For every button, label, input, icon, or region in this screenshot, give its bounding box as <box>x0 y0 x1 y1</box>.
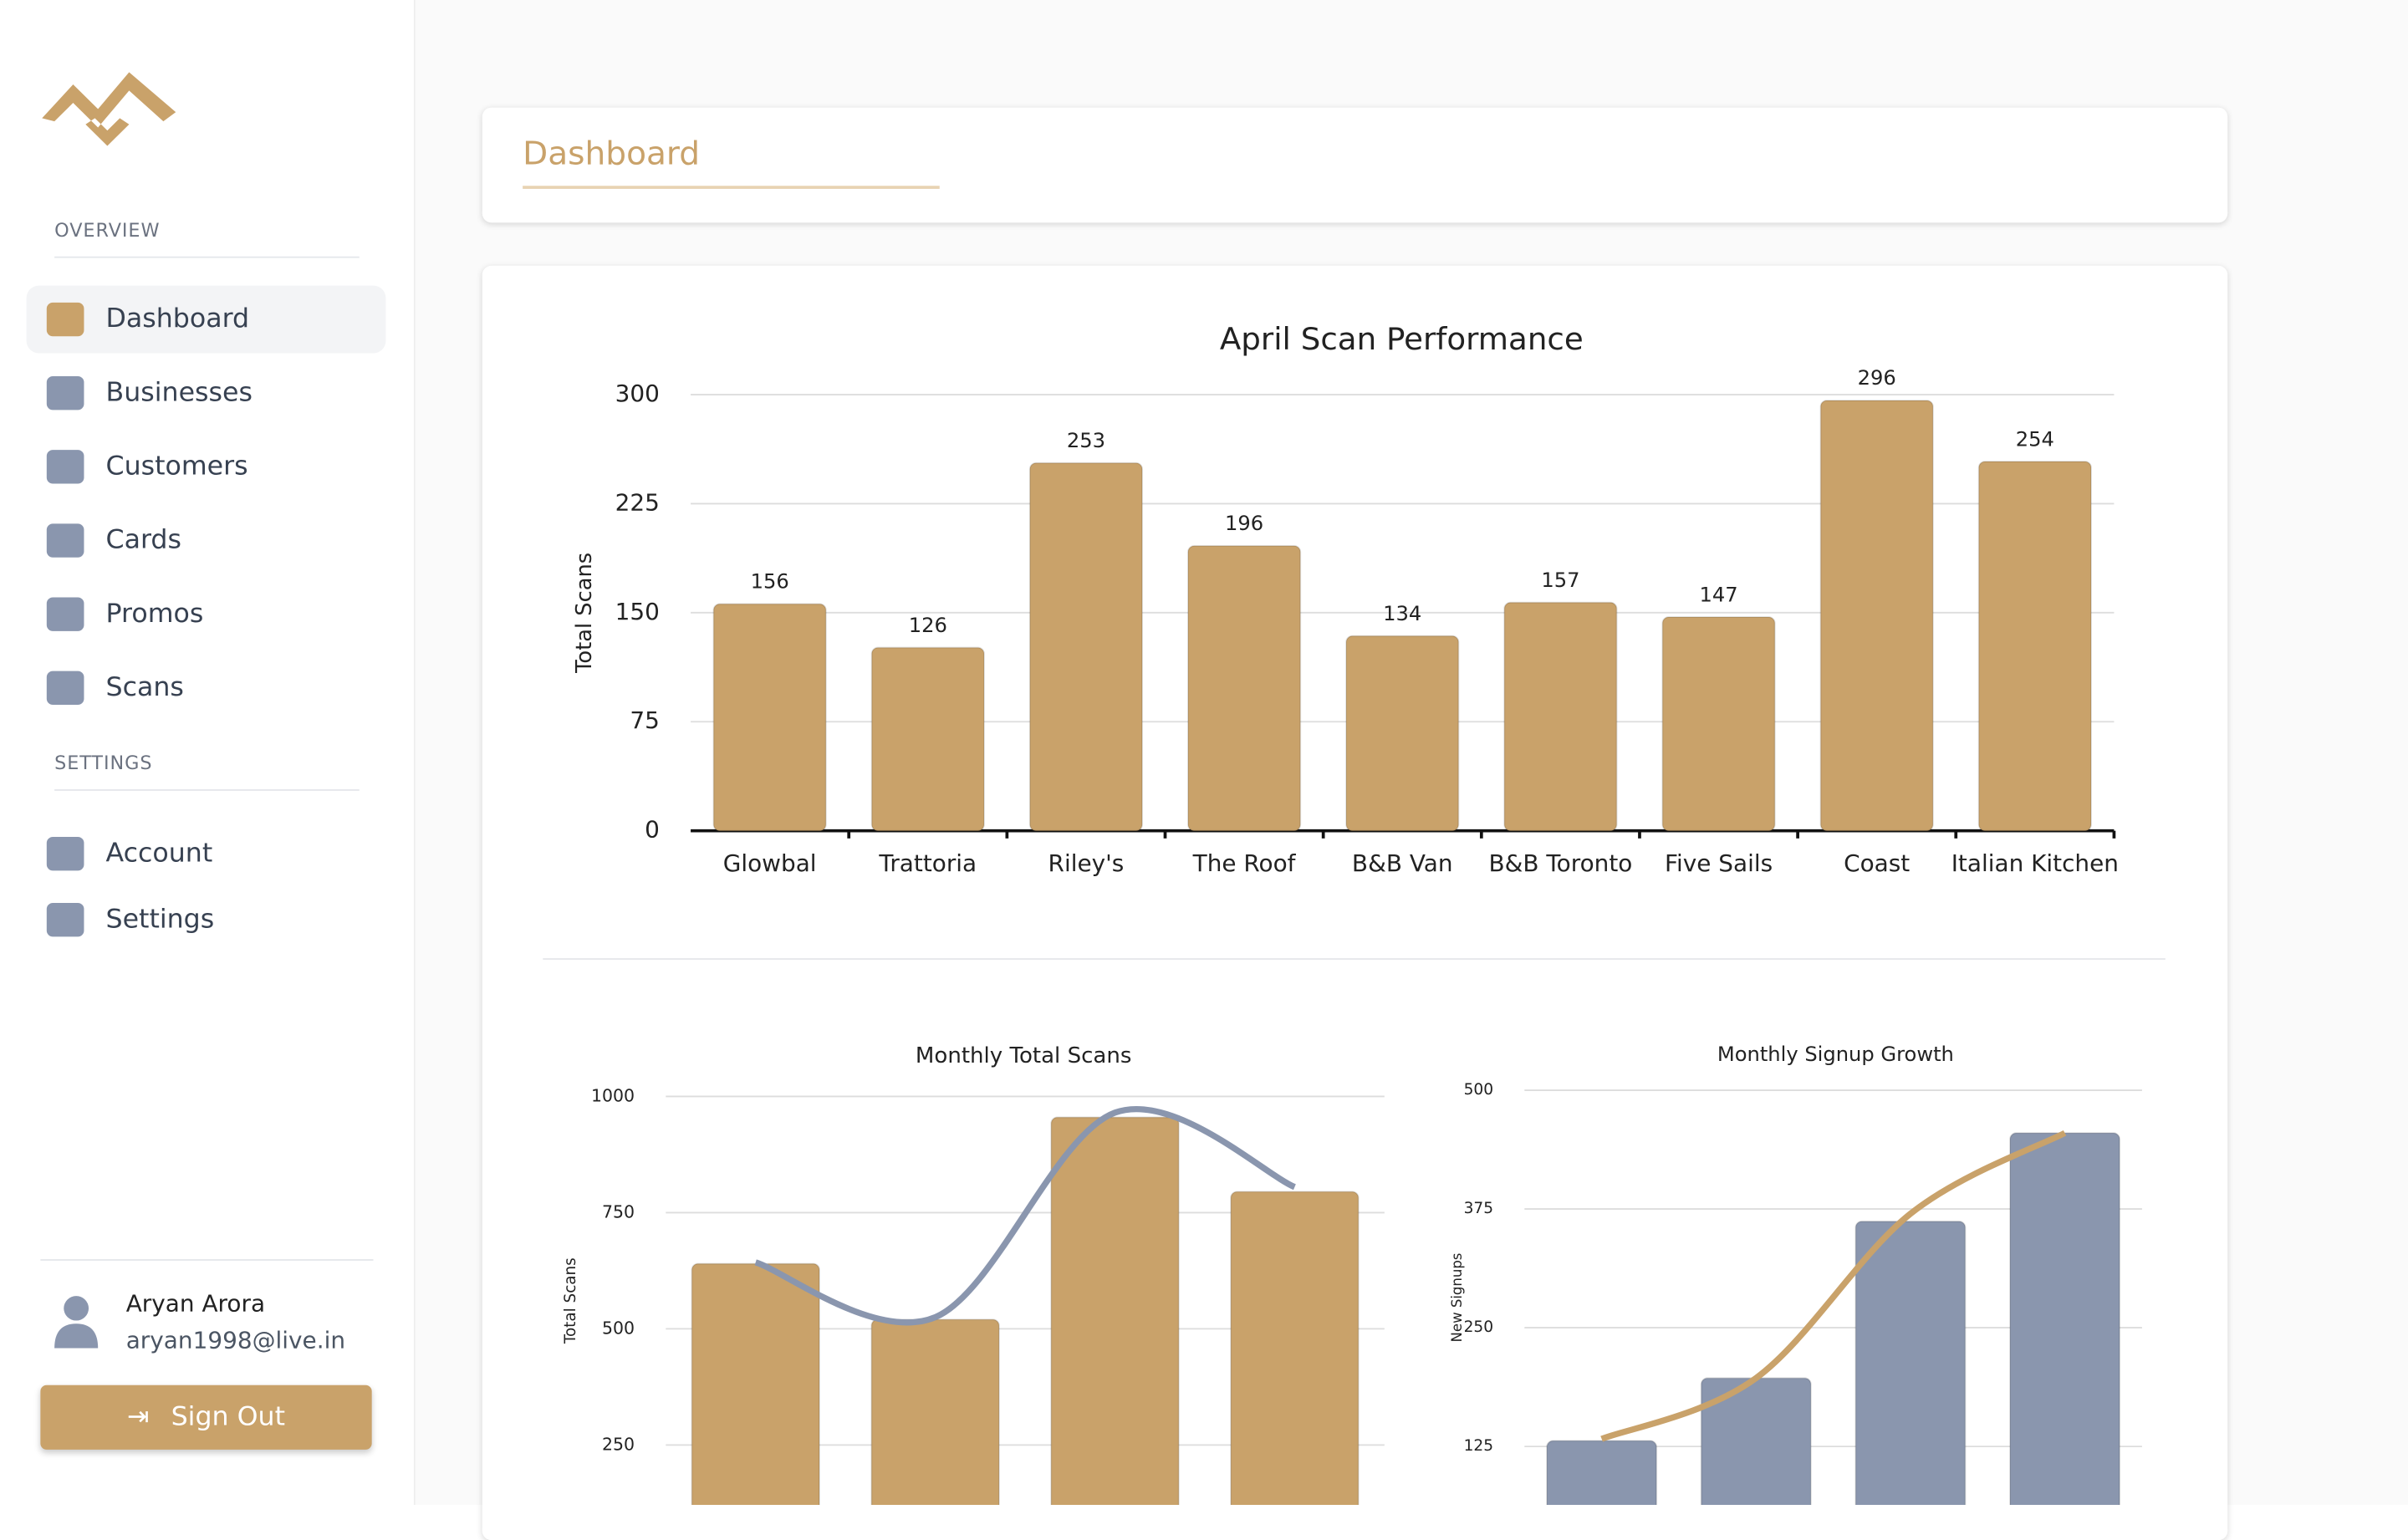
line <box>754 1105 1296 1326</box>
nav-item[interactable]: Cards <box>27 507 386 574</box>
y-tick-label: 125 <box>1464 1437 1493 1455</box>
y-tick-label: 250 <box>602 1434 635 1454</box>
page: OVERVIEW Dashboard Businesses Customers Card… <box>0 0 2228 1505</box>
page-title: Dashboard <box>523 135 701 172</box>
line <box>1600 1130 2067 1442</box>
nav-item[interactable]: Account <box>27 820 386 888</box>
bar <box>1345 635 1460 832</box>
chart-title: Monthly Signup Growth <box>1717 1043 1954 1066</box>
value-label: 147 <box>1699 583 1737 606</box>
bar <box>870 1318 1000 1505</box>
value-label: 296 <box>1858 366 1896 390</box>
nav-icon <box>46 523 84 558</box>
sidebar: OVERVIEW Dashboard Businesses Customers Card… <box>0 0 416 1505</box>
sign-out-label: Sign Out <box>171 1401 285 1433</box>
title-underline <box>523 186 940 189</box>
nav-label: Settings <box>105 904 215 936</box>
avatar <box>54 1296 99 1349</box>
nav-item[interactable]: Settings <box>27 886 386 954</box>
nav-icon <box>46 450 84 484</box>
user-email: aryan1998@live.in <box>125 1326 346 1354</box>
user-name: Aryan Arora <box>125 1289 266 1318</box>
value-label: 254 <box>2016 427 2054 451</box>
nav-label: Promos <box>105 599 204 630</box>
x-tick-label: Glowbal <box>723 849 817 877</box>
bar <box>691 1262 820 1505</box>
value-label: 156 <box>751 570 789 594</box>
x-tick-label: The Roof <box>1192 849 1297 877</box>
x-tick-label: Riley's <box>1048 849 1125 877</box>
bar <box>1546 1440 1658 1505</box>
bar <box>1661 616 1776 832</box>
x-tick-label: Italian Kitchen <box>1951 849 2119 877</box>
nav-icon <box>46 375 84 410</box>
x-tick-label: Trattoria <box>878 849 977 877</box>
y-tick-label: 500 <box>1464 1081 1493 1099</box>
bar <box>1503 601 1618 832</box>
nav-label: Account <box>105 838 213 869</box>
nav-icon <box>46 902 84 937</box>
x-tick-label: B&B Toronto <box>1488 849 1632 877</box>
y-axis-label: New Signups <box>1449 1253 1465 1343</box>
nav-item[interactable]: Dashboard <box>26 285 386 354</box>
nav-label: Dashboard <box>105 303 250 335</box>
y-tick-label: 225 <box>615 489 660 517</box>
nav-icon <box>46 302 84 337</box>
chart-title: April Scan Performance <box>1220 321 1584 357</box>
value-label: 196 <box>1225 512 1263 535</box>
bar <box>1854 1220 1967 1505</box>
value-label: 126 <box>909 614 947 637</box>
nav-label: Scans <box>105 672 184 704</box>
bar <box>1819 400 1934 832</box>
y-tick-label: 75 <box>630 706 660 734</box>
divider <box>40 1259 374 1261</box>
screen: OVERVIEW Dashboard Businesses Customers Card… <box>0 0 2228 1505</box>
x-tick-label: Coast <box>1844 849 1910 877</box>
y-axis-label: Total Scans <box>562 1257 579 1344</box>
nav-icon <box>46 597 84 631</box>
nav-label: Cards <box>105 525 182 556</box>
bar <box>1028 461 1144 832</box>
value-label: 157 <box>1541 569 1579 592</box>
bar <box>1230 1191 1360 1505</box>
header-card: Dashboard <box>482 107 2228 223</box>
y-tick-label: 150 <box>615 598 660 625</box>
sign-out-button[interactable]: ⇥ Sign Out <box>40 1384 372 1450</box>
y-tick-label: 375 <box>1464 1200 1493 1217</box>
nav-item[interactable]: Promos <box>27 580 386 648</box>
section-title: SETTINGS <box>54 752 153 774</box>
x-tick-label: B&B Van <box>1352 849 1453 877</box>
chart-title: Monthly Total Scans <box>916 1043 1132 1068</box>
charts: April Scan Performance Total Scans 0 75 150 2… <box>562 321 2142 1505</box>
y-tick-label: 300 <box>615 380 660 407</box>
section-rule <box>54 256 360 258</box>
divider <box>543 958 2166 960</box>
nav-item[interactable]: Businesses <box>27 360 386 427</box>
logo <box>42 72 176 146</box>
x-tick-label: Five Sails <box>1665 849 1773 877</box>
nav-icon <box>46 671 84 706</box>
bar <box>870 646 985 832</box>
bar <box>1187 544 1302 832</box>
sign-out-icon: ⇥ <box>127 1401 150 1433</box>
section-title: OVERVIEW <box>54 219 161 242</box>
y-tick-label: 1000 <box>591 1085 635 1105</box>
nav-item[interactable]: Customers <box>27 433 386 501</box>
bar <box>1050 1116 1180 1505</box>
value-label: 134 <box>1383 602 1421 625</box>
y-axis-label: Total Scans <box>572 553 597 674</box>
nav-label: Customers <box>105 451 248 482</box>
y-tick-label: 500 <box>602 1318 635 1338</box>
bar <box>712 603 827 832</box>
y-tick-label: 750 <box>602 1201 635 1221</box>
nav-icon <box>46 837 84 871</box>
y-tick-label: 0 <box>645 816 660 844</box>
section-rule <box>54 789 360 791</box>
value-label: 253 <box>1067 429 1105 452</box>
nav-label: Businesses <box>105 377 253 409</box>
y-tick-label: 250 <box>1464 1318 1493 1336</box>
bar <box>2009 1132 2121 1505</box>
nav-item[interactable]: Scans <box>27 654 386 722</box>
bar <box>1977 461 2092 832</box>
